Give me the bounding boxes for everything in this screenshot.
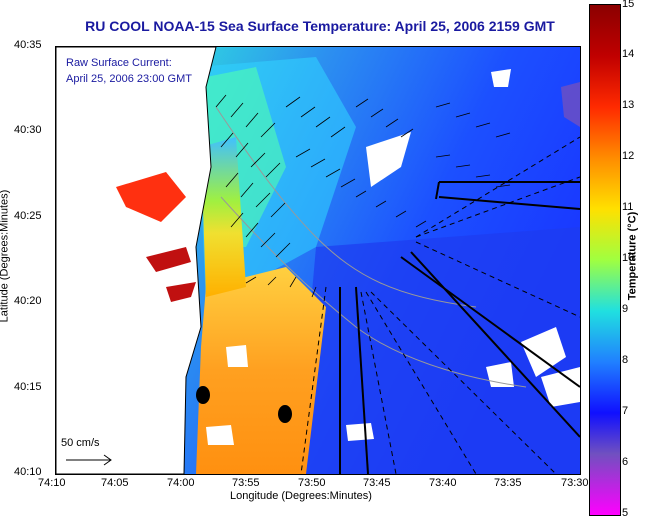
x-tick-73-30: 73:30 bbox=[561, 477, 589, 489]
y-tick-40-30: 40:30 bbox=[14, 124, 42, 136]
temperature-colorbar bbox=[589, 4, 621, 516]
x-tick-74-10: 74:10 bbox=[38, 477, 66, 489]
cb-tick-13: 13 bbox=[622, 99, 635, 111]
cloud-mask bbox=[206, 425, 234, 445]
y-tick-40-10: 40:10 bbox=[14, 466, 42, 478]
cb-tick-6: 6 bbox=[622, 456, 629, 468]
cb-tick-8: 8 bbox=[622, 354, 629, 366]
cb-tick-9: 9 bbox=[622, 303, 629, 315]
y-tick-40-35: 40:35 bbox=[14, 39, 42, 51]
cloud-mask bbox=[486, 362, 514, 387]
cb-tick-14: 14 bbox=[622, 48, 635, 60]
x-tick-73-50: 73:50 bbox=[298, 477, 326, 489]
x-tick-73-35: 73:35 bbox=[494, 477, 522, 489]
station-marker bbox=[278, 405, 292, 423]
x-tick-74-05: 74:05 bbox=[101, 477, 129, 489]
y-axis-label: Latitude (Degrees:Minutes) bbox=[0, 189, 11, 323]
dashed-transects bbox=[300, 136, 580, 474]
cloud-mask bbox=[541, 367, 580, 407]
cloud-mask bbox=[491, 69, 511, 87]
legend-line-2: April 25, 2006 23:00 GMT bbox=[66, 73, 192, 85]
cb-tick-5: 5 bbox=[622, 507, 629, 519]
cloud-mask bbox=[346, 423, 374, 441]
cb-tick-15: 15 bbox=[622, 0, 635, 10]
y-tick-40-15: 40:15 bbox=[14, 381, 42, 393]
y-tick-40-25: 40:25 bbox=[14, 210, 42, 222]
sst-map bbox=[56, 47, 580, 474]
map-title: RU COOL NOAA-15 Sea Surface Temperature:… bbox=[85, 18, 555, 34]
surface-current-vectors bbox=[215, 94, 511, 298]
cloud-mask bbox=[366, 132, 411, 187]
warm-inlet bbox=[146, 247, 191, 272]
x-tick-73-40: 73:40 bbox=[429, 477, 457, 489]
x-tick-73-55: 73:55 bbox=[232, 477, 260, 489]
cloud-mask bbox=[226, 345, 248, 367]
cloud-mask bbox=[521, 327, 566, 377]
landmass bbox=[56, 47, 217, 474]
x-tick-73-45: 73:45 bbox=[363, 477, 391, 489]
current-legend: Raw Surface Current: April 25, 2006 23:0… bbox=[66, 55, 192, 87]
cold-water-region bbox=[296, 227, 580, 474]
warm-coastal-water bbox=[196, 267, 326, 474]
station-marker bbox=[196, 386, 210, 404]
cb-tick-11: 11 bbox=[622, 201, 634, 213]
cb-tick-7: 7 bbox=[622, 405, 629, 417]
scale-label: 50 cm/s bbox=[61, 437, 100, 449]
legend-line-1: Raw Surface Current: bbox=[66, 57, 172, 69]
x-axis-label: Longitude (Degrees:Minutes) bbox=[230, 490, 372, 502]
warm-bay bbox=[116, 172, 186, 222]
y-tick-40-20: 40:20 bbox=[14, 295, 42, 307]
survey-transects bbox=[339, 181, 580, 474]
cb-tick-10: 10 bbox=[622, 252, 635, 264]
x-tick-74-00: 74:00 bbox=[167, 477, 195, 489]
cb-tick-12: 12 bbox=[622, 150, 635, 162]
map-panel[interactable]: Raw Surface Current: April 25, 2006 23:0… bbox=[55, 46, 581, 475]
